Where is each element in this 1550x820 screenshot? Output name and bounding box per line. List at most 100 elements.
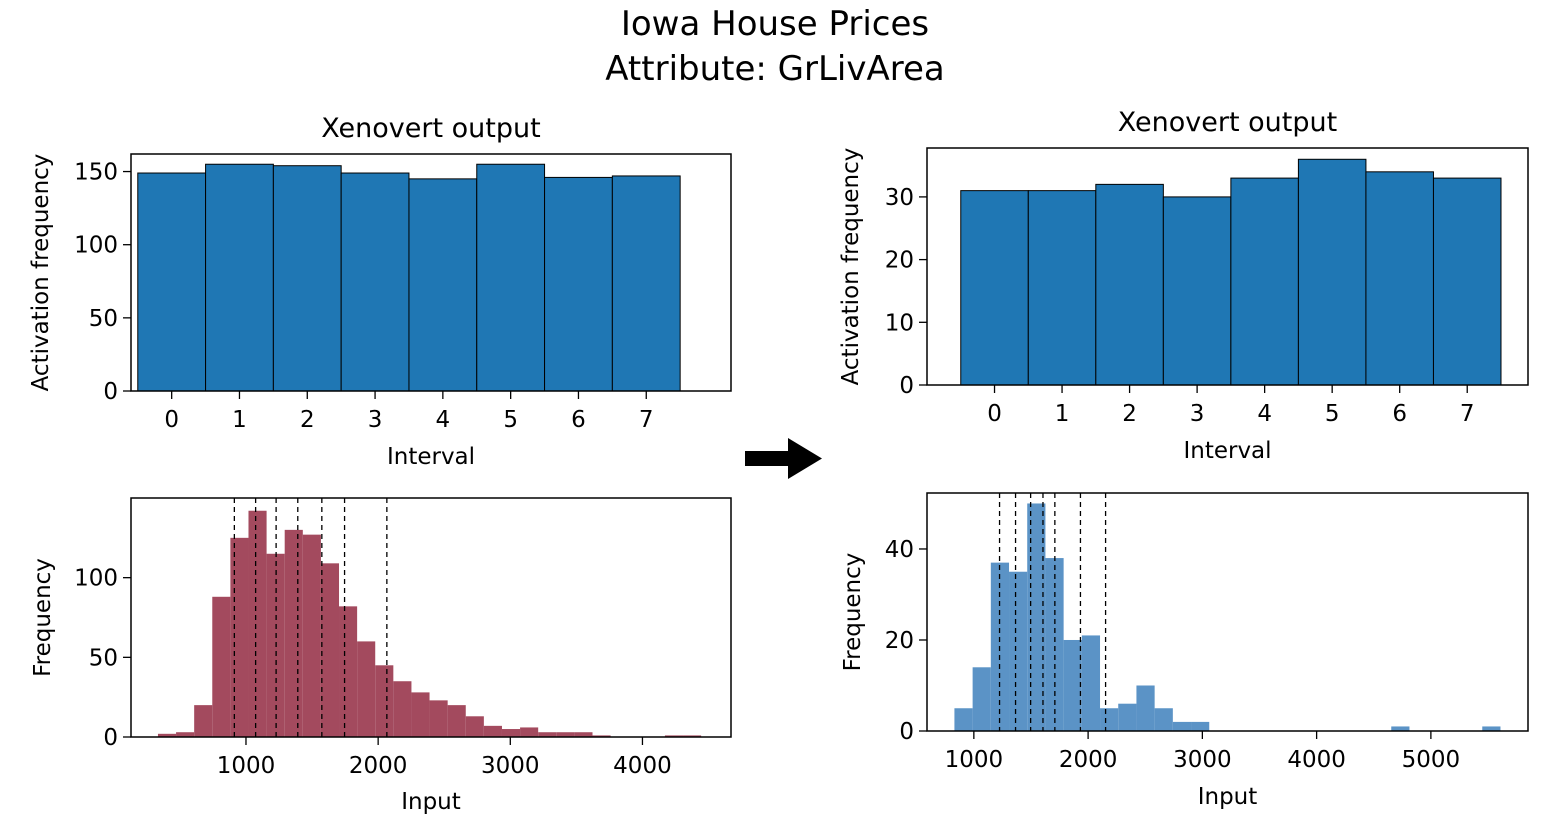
x-tick-label: 2 <box>1122 401 1137 427</box>
x-tick-label: 3 <box>1190 401 1205 427</box>
right-input-chart: 1000 2000 3000 4000 5000 0 20 40 Input Frequency <box>840 492 1529 810</box>
axes-frame <box>130 497 732 738</box>
x-axis-label: Input <box>401 789 461 815</box>
histogram-bar <box>302 534 321 737</box>
figure-title: Iowa House Prices <box>620 4 930 44</box>
x-tick-label: 5 <box>503 407 518 433</box>
histogram-bar <box>157 733 177 737</box>
x-tick-label: 5 <box>1325 401 1340 427</box>
arrow-icon <box>745 438 822 479</box>
bar <box>1095 183 1164 386</box>
y-tick-label: 0 <box>899 719 914 745</box>
x-tick-label: 3 <box>368 407 383 433</box>
y-tick-label: 20 <box>885 628 914 654</box>
histogram-bar <box>664 735 684 737</box>
x-tick-label: 2 <box>300 407 315 433</box>
histogram-bar <box>483 725 502 737</box>
left-output-chart: 0 1 2 3 4 5 6 7 0 50 100 150 Xenovert output Interval… <box>28 113 732 470</box>
histogram-bar <box>1118 703 1137 731</box>
x-tick-label: 4000 <box>1287 747 1346 773</box>
x-tick-label: 6 <box>571 407 586 433</box>
histogram-bar <box>1172 721 1192 731</box>
y-tick-label: 30 <box>885 185 914 211</box>
histogram-bar <box>320 563 340 737</box>
histogram-bar <box>411 692 430 737</box>
x-axis-label: Interval <box>387 444 475 470</box>
histogram-bar <box>1482 726 1501 731</box>
histogram-bar <box>1081 635 1101 731</box>
y-tick-label: 0 <box>103 725 118 751</box>
histogram-bar <box>447 705 466 737</box>
x-tick-label: 3000 <box>481 753 540 779</box>
x-tick-label: 1 <box>1055 401 1070 427</box>
x-tick-label: 0 <box>164 407 179 433</box>
figure-subtitle: Attribute: GrLivArea <box>605 49 945 89</box>
x-tick-label: 1 <box>232 407 247 433</box>
histogram-bar <box>357 641 376 737</box>
x-tick-label: 5000 <box>1402 747 1461 773</box>
chart-title: Xenovert output <box>1118 107 1337 138</box>
histogram-bar <box>212 596 231 737</box>
histogram-bar <box>1027 503 1046 731</box>
histogram-bar <box>284 529 303 737</box>
histogram-bar <box>339 606 358 737</box>
x-tick-label: 3000 <box>1173 747 1232 773</box>
histogram-bar <box>954 708 973 731</box>
bar <box>340 172 410 392</box>
histogram-bar <box>1063 639 1082 731</box>
histogram-bar <box>194 705 213 737</box>
bar <box>1365 171 1434 386</box>
y-axis-label: Activation frequency <box>838 148 864 386</box>
y-tick-label: 50 <box>89 645 118 671</box>
histogram-bar <box>501 729 521 737</box>
bar <box>960 190 1029 386</box>
x-axis-label: Interval <box>1183 438 1271 464</box>
y-axis-label: Frequency <box>840 553 866 672</box>
bar <box>611 175 681 392</box>
histogram-bar <box>538 732 557 737</box>
axes-frame <box>926 492 1529 732</box>
bar <box>137 172 207 392</box>
histogram-bar <box>1191 721 1210 731</box>
bar <box>1432 177 1502 386</box>
y-tick-label: 10 <box>885 310 914 336</box>
bar <box>205 163 274 392</box>
y-tick-label: 40 <box>885 537 914 563</box>
x-tick-label: 4 <box>1257 401 1272 427</box>
bar <box>1162 196 1232 386</box>
x-tick-label: 0 <box>987 401 1002 427</box>
x-tick-label: 7 <box>639 407 654 433</box>
histogram-bar <box>683 735 702 737</box>
histogram-bar <box>176 732 195 737</box>
x-tick-label: 2000 <box>1059 747 1118 773</box>
histogram-bar <box>972 667 991 731</box>
y-axis-label: Frequency <box>30 558 56 677</box>
x-tick-label: 6 <box>1392 401 1407 427</box>
bar <box>476 163 546 392</box>
histogram-bar <box>230 537 249 737</box>
y-tick-label: 100 <box>74 566 118 592</box>
histogram-bar <box>1154 708 1173 731</box>
y-tick-label: 100 <box>74 233 118 259</box>
bar <box>272 165 342 392</box>
histogram-bar <box>556 732 575 737</box>
x-tick-label: 4000 <box>613 753 672 779</box>
y-tick-label: 20 <box>885 248 914 274</box>
x-tick-label: 4 <box>436 407 451 433</box>
histogram-bar <box>574 732 593 737</box>
axes-frame <box>130 153 732 392</box>
histogram-bar <box>1136 685 1155 731</box>
histogram-bar <box>1009 571 1028 731</box>
x-axis-label: Input <box>1198 784 1258 810</box>
x-tick-label: 1000 <box>945 747 1004 773</box>
x-tick-label: 1000 <box>217 753 276 779</box>
y-axis-label: Activation frequency <box>28 154 54 392</box>
histogram-bar <box>1045 558 1064 731</box>
bar <box>1027 190 1097 386</box>
histogram-bar <box>520 727 539 737</box>
histogram-bar <box>592 735 611 737</box>
histogram-bar <box>1100 708 1119 731</box>
bar <box>544 176 613 392</box>
axes-frame <box>926 147 1529 386</box>
